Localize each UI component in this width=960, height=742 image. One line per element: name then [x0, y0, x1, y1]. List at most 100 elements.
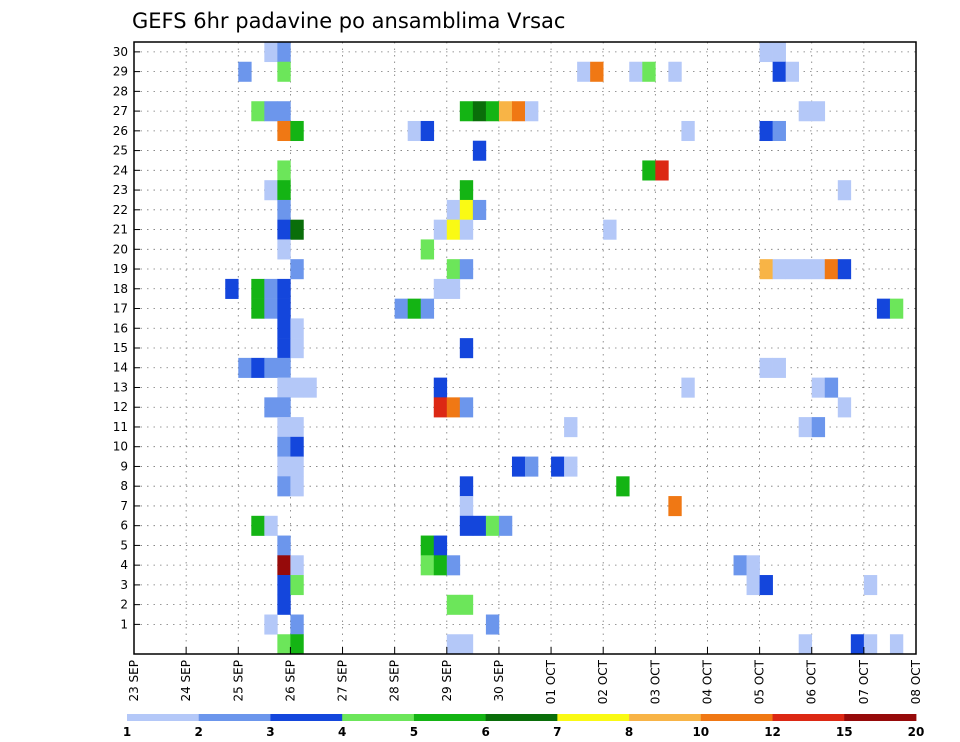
- colorbar-label: 20: [908, 725, 925, 739]
- heatmap-cell: [485, 101, 500, 122]
- heatmap-cell: [264, 397, 278, 418]
- heatmap-cell: [459, 496, 474, 517]
- heatmap-cell: [290, 259, 304, 280]
- y-tick-label: 11: [113, 420, 128, 434]
- y-tick-label: 30: [113, 45, 128, 59]
- y-axis-ticks: 1234567891011121314151617181920212223242…: [113, 45, 140, 631]
- colorbar-swatch: [844, 714, 917, 721]
- x-tick-label: 27 SEP: [336, 660, 350, 702]
- colorbar-label: 8: [625, 725, 633, 739]
- colorbar-swatch: [198, 714, 271, 721]
- heatmap-cell: [459, 634, 474, 655]
- heatmap-cell: [472, 199, 487, 220]
- x-tick-label: 24 SEP: [179, 660, 193, 702]
- grid-lines: [134, 42, 916, 654]
- colorbar: 1 2 3 4 5 6 7 8 10 12 15 20: [123, 714, 925, 739]
- colorbar-swatch: [342, 714, 415, 721]
- heatmap-cell: [277, 338, 291, 359]
- y-tick-label: 6: [120, 519, 128, 533]
- heatmap-cell: [459, 180, 474, 201]
- heatmap-cell: [551, 456, 565, 477]
- heatmap-cell: [433, 278, 448, 299]
- heatmap-cell: [511, 101, 526, 122]
- heatmap-cell: [525, 456, 539, 477]
- y-tick-label: 13: [113, 380, 128, 394]
- colorbar-label: 2: [195, 725, 203, 739]
- colorbar-swatch: [485, 714, 558, 721]
- heatmap-cell: [264, 515, 278, 536]
- heatmap-cell: [264, 42, 278, 63]
- heatmap-cell: [785, 259, 799, 280]
- heatmap-cell: [290, 436, 304, 457]
- heatmap-cell: [290, 634, 304, 655]
- heatmap-cell: [420, 298, 435, 319]
- heatmap-cell: [238, 61, 252, 82]
- heatmap-cell: [277, 535, 291, 556]
- heatmap-cell: [733, 555, 747, 576]
- heatmap-cell: [394, 298, 408, 319]
- heatmap-cell: [772, 61, 786, 82]
- heatmap-cell: [498, 101, 513, 122]
- heatmap-cell: [459, 397, 474, 418]
- y-tick-label: 14: [113, 361, 128, 375]
- heatmap-cell: [811, 259, 826, 280]
- heatmap-cell: [277, 377, 291, 398]
- heatmap-cell: [459, 594, 474, 615]
- x-tick-label: 26 SEP: [283, 660, 297, 702]
- heatmap-cell: [668, 496, 682, 517]
- heatmap-cell: [811, 417, 826, 438]
- heatmap-cell: [459, 259, 474, 280]
- y-tick-label: 3: [120, 578, 128, 592]
- heatmap-cell: [251, 101, 265, 122]
- chart-title: GEFS 6hr padavine po ansamblima Vrsac: [132, 9, 565, 33]
- y-tick-label: 29: [113, 65, 128, 79]
- heatmap-cell: [277, 239, 291, 260]
- heatmap-cell: [277, 555, 291, 576]
- heatmap-cell: [837, 180, 852, 201]
- heatmap-cell: [772, 357, 786, 378]
- heatmap-cell: [759, 259, 773, 280]
- colorbar-label: 5: [410, 725, 418, 739]
- heatmap-cell: [277, 476, 291, 497]
- heatmap-cell: [433, 535, 448, 556]
- heatmap-cell: [407, 298, 422, 319]
- heatmap-cell: [772, 120, 786, 142]
- heatmap-cell: [264, 614, 278, 635]
- heatmap-cell: [459, 476, 474, 497]
- heatmap-cell: [446, 634, 461, 655]
- heatmap-cell: [277, 417, 291, 438]
- heatmap-cell: [472, 515, 487, 536]
- heatmap-cell: [759, 357, 773, 378]
- x-tick-label: 04 OCT: [700, 659, 714, 704]
- heatmap-cell: [433, 397, 448, 418]
- heatmap-cell: [655, 160, 669, 181]
- colorbar-swatch: [127, 714, 200, 721]
- heatmap-cell: [277, 397, 291, 418]
- heatmap-cell: [290, 318, 304, 339]
- heatmap-cell: [290, 614, 304, 635]
- heatmap-cell: [472, 101, 487, 122]
- colorbar-label: 6: [481, 725, 489, 739]
- heatmap-cell: [759, 120, 773, 142]
- y-tick-label: 27: [113, 104, 128, 118]
- colorbar-swatch: [772, 714, 845, 721]
- heatmap-cell: [798, 417, 813, 438]
- heatmap-cell: [564, 417, 578, 438]
- heatmap-cell: [238, 357, 252, 378]
- y-tick-label: 17: [113, 302, 128, 316]
- x-tick-label: 06 OCT: [805, 659, 819, 704]
- heatmap-cell: [746, 555, 760, 576]
- heatmap-cell: [759, 42, 773, 63]
- heatmap-cell: [642, 61, 656, 82]
- heatmap-cell: [290, 555, 304, 576]
- heatmap-cell: [277, 61, 291, 82]
- heatmap-cell: [446, 199, 461, 220]
- heatmap-cell: [290, 338, 304, 359]
- x-tick-label: 05 OCT: [753, 659, 767, 704]
- heatmap-cell: [277, 120, 291, 142]
- heatmap-cell: [837, 397, 852, 418]
- heatmap-cell: [863, 575, 878, 596]
- x-tick-label: 28 SEP: [388, 660, 402, 702]
- colorbar-label: 3: [266, 725, 274, 739]
- heatmap-cell: [277, 575, 291, 596]
